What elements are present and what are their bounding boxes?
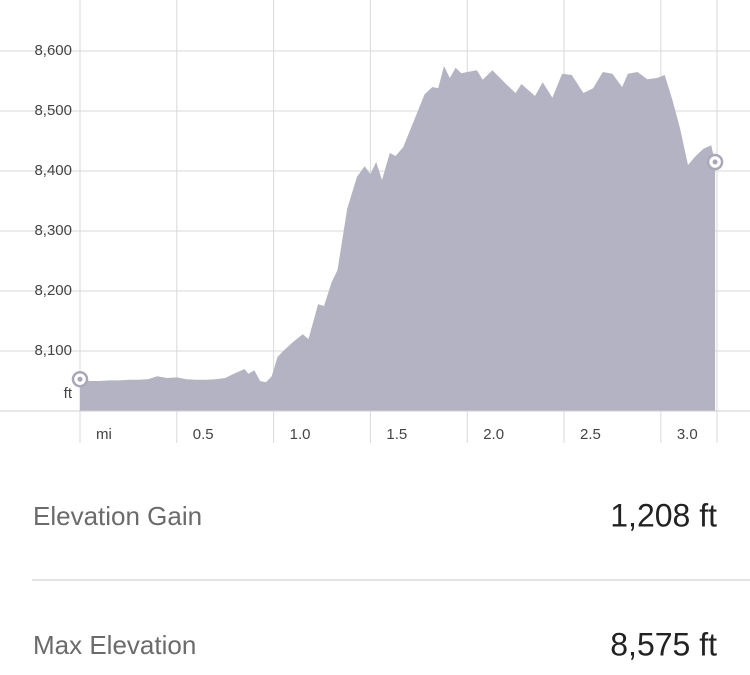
x-tick-label: 1.0 [290, 426, 311, 443]
x-tick-label: 1.5 [386, 426, 407, 443]
stat-label: Max Elevation [33, 630, 196, 660]
x-tick-label: mi [96, 426, 112, 443]
y-tick-label: 8,500 [34, 102, 72, 119]
elevation-chart: 8,100 8,200 8,300 8,400 8,500 8,600 ft mi 0.5 1.0… [0, 0, 750, 443]
y-tick-label: 8,200 [34, 282, 72, 299]
x-tick-label: 0.5 [193, 426, 214, 443]
endpoint-dot [77, 376, 83, 382]
stat-value: 8,575 ft [610, 626, 717, 662]
y-unit-label: ft [64, 385, 73, 402]
x-tick-label: 2.0 [483, 426, 504, 443]
y-tick-label: 8,600 [34, 42, 72, 59]
y-tick-label: 8,400 [34, 162, 72, 179]
y-tick-label: 8,300 [34, 222, 72, 239]
stat-label: Elevation Gain [33, 501, 202, 531]
x-tick-label: 2.5 [580, 426, 601, 443]
x-tick-label: 3.0 [677, 426, 698, 443]
y-tick-label: 8,100 [34, 342, 72, 359]
stat-value: 1,208 ft [610, 497, 717, 533]
endpoint-dot [712, 159, 718, 165]
elevation-area [80, 66, 716, 411]
